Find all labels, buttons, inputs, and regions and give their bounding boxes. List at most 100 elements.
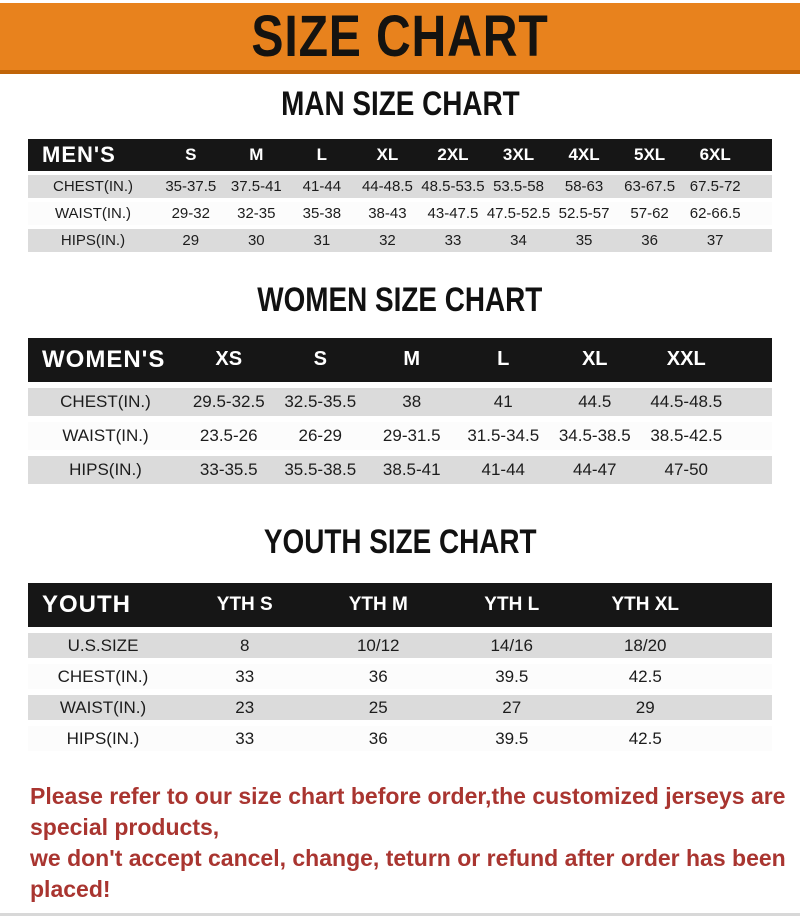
data-cell: 27 — [445, 695, 579, 721]
data-cell: 8 — [178, 633, 312, 659]
spacer-cell — [732, 387, 772, 416]
data-cell: 58-63 — [551, 175, 617, 199]
table-row: HIPS(IN.) 29 30 31 32 33 34 35 36 37 — [28, 229, 772, 253]
data-cell: 39.5 — [445, 726, 579, 752]
row-label: WAIST(IN.) — [28, 421, 183, 450]
row-label: WAIST(IN.) — [28, 202, 158, 226]
data-cell: 35-37.5 — [158, 175, 224, 199]
data-cell: 38.5-41 — [366, 455, 458, 484]
data-cell: 29 — [158, 229, 224, 253]
data-cell: 33 — [420, 229, 486, 253]
data-cell: 53.5-58 — [485, 175, 552, 199]
column-header: S — [158, 139, 224, 172]
row-label: WAIST(IN.) — [28, 695, 178, 721]
column-header: M — [366, 337, 458, 382]
row-label: CHEST(IN.) — [28, 175, 158, 199]
row-label: HIPS(IN.) — [28, 726, 178, 752]
row-label: HIPS(IN.) — [28, 229, 158, 253]
column-header: YTH S — [178, 583, 312, 628]
data-cell: 44-47 — [549, 455, 641, 484]
spacer-cell — [712, 695, 772, 721]
man-section-heading: MAN SIZE CHART — [0, 85, 800, 123]
spacer-cell — [748, 175, 772, 199]
data-cell: 34 — [485, 229, 552, 253]
column-header: XL — [549, 337, 641, 382]
column-header: M — [223, 139, 290, 172]
data-cell: 23 — [178, 695, 312, 721]
data-cell: 38.5-42.5 — [640, 421, 732, 450]
table-label: YOUTH — [28, 583, 178, 628]
data-cell: 14/16 — [445, 633, 579, 659]
womens-size-table: WOMEN'S XS S M L XL XXL CHEST(IN.) 29.5-32.5 32.… — [28, 332, 772, 490]
data-cell: 33-35.5 — [183, 455, 275, 484]
data-cell: 42.5 — [578, 664, 712, 690]
data-cell: 31.5-34.5 — [457, 421, 549, 450]
data-cell: 31 — [289, 229, 355, 253]
spacer-cell — [712, 633, 772, 659]
column-header: 5XL — [616, 139, 683, 172]
data-cell: 29-32 — [158, 202, 224, 226]
data-cell: 38 — [366, 387, 458, 416]
data-cell: 10/12 — [311, 633, 445, 659]
column-header: 3XL — [485, 139, 552, 172]
table-row: CHEST(IN.) 29.5-32.5 32.5-35.5 38 41 44.5 44.5… — [28, 387, 772, 416]
data-cell: 41-44 — [457, 455, 549, 484]
table-row: WAIST(IN.) 23 25 27 29 — [28, 695, 772, 721]
data-cell: 34.5-38.5 — [549, 421, 641, 450]
row-label: U.S.SIZE — [28, 633, 178, 659]
table-row: WAIST(IN.) 23.5-26 26-29 29-31.5 31.5-34.5 34… — [28, 421, 772, 450]
table-row: CHEST(IN.) 35-37.5 37.5-41 41-44 44-48.5 48.5… — [28, 175, 772, 199]
data-cell: 63-67.5 — [616, 175, 683, 199]
column-header: XS — [183, 337, 275, 382]
data-cell: 43-47.5 — [420, 202, 486, 226]
disclaimer-line-2: we don't accept cancel, change, teturn o… — [30, 845, 786, 903]
women-section-heading-text: WOMEN SIZE CHART — [257, 281, 543, 320]
mens-table-header-row: MEN'S S M L XL 2XL 3XL 4XL 5XL 6XL — [28, 139, 772, 172]
data-cell: 44.5 — [549, 387, 641, 416]
row-label: CHEST(IN.) — [28, 664, 178, 690]
column-header: 6XL — [682, 139, 748, 172]
table-row: WAIST(IN.) 29-32 32-35 35-38 38-43 43-47.5 47.… — [28, 202, 772, 226]
data-cell: 62-66.5 — [682, 202, 748, 226]
data-cell: 37 — [682, 229, 748, 253]
column-header: S — [274, 337, 366, 382]
spacer-cell — [712, 583, 772, 628]
youth-table-header-row: YOUTH YTH S YTH M YTH L YTH XL — [28, 583, 772, 628]
size-chart-banner: SIZE CHART — [0, 3, 800, 74]
spacer-cell — [732, 421, 772, 450]
mens-table-body: CHEST(IN.) 35-37.5 37.5-41 41-44 44-48.5 48.5… — [28, 175, 772, 253]
data-cell: 32 — [354, 229, 421, 253]
mens-size-table: MEN'S S M L XL 2XL 3XL 4XL 5XL 6XL CHEST(IN.) 35-3… — [28, 135, 772, 256]
youth-section-heading: YOUTH SIZE CHART — [0, 522, 800, 561]
table-row: U.S.SIZE 8 10/12 14/16 18/20 — [28, 633, 772, 659]
data-cell: 32-35 — [223, 202, 290, 226]
women-section-heading: WOMEN SIZE CHART — [0, 281, 800, 320]
column-header: 4XL — [551, 139, 617, 172]
column-header: L — [289, 139, 355, 172]
data-cell: 32.5-35.5 — [274, 387, 366, 416]
spacer-cell — [748, 202, 772, 226]
data-cell: 33 — [178, 726, 312, 752]
data-cell: 18/20 — [578, 633, 712, 659]
column-header: YTH XL — [578, 583, 712, 628]
data-cell: 42.5 — [578, 726, 712, 752]
column-header: YTH M — [311, 583, 445, 628]
column-header: 2XL — [420, 139, 486, 172]
data-cell: 41 — [457, 387, 549, 416]
data-cell: 33 — [178, 664, 312, 690]
spacer-cell — [712, 726, 772, 752]
data-cell: 67.5-72 — [682, 175, 748, 199]
data-cell: 39.5 — [445, 664, 579, 690]
data-cell: 44-48.5 — [354, 175, 421, 199]
data-cell: 47-50 — [640, 455, 732, 484]
data-cell: 23.5-26 — [183, 421, 275, 450]
data-cell: 41-44 — [289, 175, 355, 199]
youth-table-body: U.S.SIZE 8 10/12 14/16 18/20 CHEST(IN.) 33 36 39… — [28, 633, 772, 752]
youth-section-heading-text: YOUTH SIZE CHART — [263, 522, 537, 561]
table-row: HIPS(IN.) 33 36 39.5 42.5 — [28, 726, 772, 752]
womens-table-header-row: WOMEN'S XS S M L XL XXL — [28, 337, 772, 382]
data-cell: 47.5-52.5 — [485, 202, 552, 226]
row-label: CHEST(IN.) — [28, 387, 183, 416]
disclaimer-line-1: Please refer to our size chart before or… — [30, 783, 786, 841]
data-cell: 35-38 — [289, 202, 355, 226]
